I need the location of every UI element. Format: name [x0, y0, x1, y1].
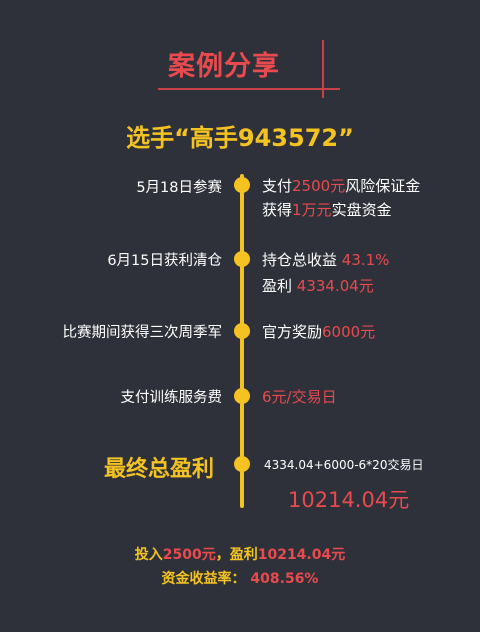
summary-highlight: 2500元	[162, 547, 216, 563]
timeline-dot	[234, 456, 250, 472]
timeline-dot	[234, 251, 250, 267]
timeline-label-award: 比赛期间获得三次周季军	[62, 325, 223, 341]
timeline-detail: 盈利 4334.04元	[262, 275, 374, 296]
timeline-dot	[234, 388, 250, 404]
title-divider	[322, 40, 324, 98]
detail-text: 持仓总收益	[262, 251, 342, 269]
detail-text: 获得	[262, 201, 293, 219]
detail-highlight: 6元/交易日	[262, 388, 337, 406]
detail-highlight: 43.1%	[341, 251, 390, 269]
detail-highlight: 2500元	[292, 177, 346, 195]
timeline-label-close: 6月15日获利清仓	[107, 253, 222, 269]
timeline-detail: 持仓总收益 43.1%	[262, 249, 389, 270]
profit-formula: 4334.04+6000-6*20交易日	[264, 458, 424, 472]
title-underline	[158, 88, 340, 90]
summary-text: 投入	[134, 547, 163, 563]
timeline-label-fee: 支付训练服务费	[120, 390, 223, 406]
detail-text: 实盘资金	[331, 201, 392, 219]
detail-highlight: 1万元	[292, 201, 332, 219]
detail-text: 风险保证金	[345, 177, 421, 195]
timeline-detail: 6元/交易日	[262, 386, 337, 407]
summary-highlight: 10214.04元	[257, 547, 346, 563]
timeline-detail: 获得1万元实盘资金	[262, 199, 392, 220]
detail-highlight: 4334.04元	[296, 277, 374, 295]
player-title: 选手“高手943572”	[126, 124, 354, 152]
detail-text: 支付	[262, 177, 293, 195]
profit-total: 10214.04元	[288, 488, 410, 512]
timeline-dot	[234, 323, 250, 339]
timeline-detail: 官方奖励6000元	[262, 321, 375, 342]
detail-highlight: 6000元	[322, 323, 376, 341]
summary-line: 资金收益率： 408.56%	[0, 568, 480, 588]
timeline-dot	[234, 177, 250, 193]
summary-highlight: 408.56%	[245, 571, 319, 587]
timeline-detail: 支付2500元风险保证金	[262, 175, 420, 196]
detail-text: 盈利	[262, 277, 297, 295]
summary-text: ，盈利	[215, 547, 258, 563]
summary-line: 投入2500元，盈利10214.04元	[0, 544, 480, 564]
timeline-label-join: 5月18日参赛	[136, 180, 222, 196]
detail-text: 官方奖励	[262, 323, 323, 341]
page-title: 案例分享	[168, 51, 280, 82]
timeline-line	[240, 174, 244, 508]
summary-text: 资金收益率：	[161, 571, 246, 587]
final-profit-label: 最终总盈利	[103, 457, 214, 482]
